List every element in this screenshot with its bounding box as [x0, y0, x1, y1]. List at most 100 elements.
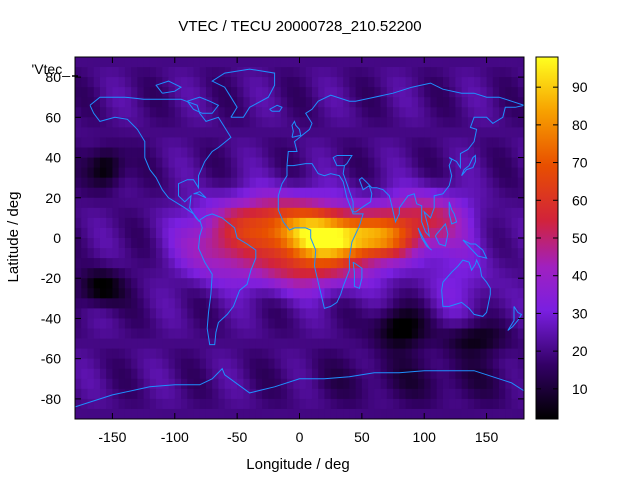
heatmap-cell: [368, 338, 375, 350]
heatmap-cell: [511, 378, 519, 390]
heatmap-cell: [430, 318, 438, 329]
heatmap-cell: [99, 87, 107, 98]
heatmap-cell: [374, 77, 381, 88]
heatmap-cell: [143, 147, 151, 158]
heatmap-cell: [380, 298, 388, 309]
heatmap-cell: [393, 278, 400, 289]
heatmap-cell: [417, 197, 425, 209]
heatmap-cell: [87, 107, 95, 118]
heatmap-cell: [330, 77, 338, 88]
heatmap-cell: [449, 348, 456, 360]
heatmap-cell: [461, 57, 469, 68]
heatmap-cell: [318, 268, 325, 279]
heatmap-cell: [311, 57, 319, 68]
heatmap-cell: [349, 167, 357, 179]
heatmap-cell: [324, 258, 332, 269]
heatmap-cell: [224, 318, 232, 329]
heatmap-cell: [87, 348, 95, 360]
heatmap-cell: [461, 127, 469, 138]
heatmap-cell: [212, 157, 219, 169]
heatmap-cell: [262, 57, 269, 68]
heatmap-cell: [299, 388, 307, 400]
heatmap-cell: [212, 57, 219, 68]
heatmap-cell: [474, 177, 481, 189]
heatmap-cell: [411, 187, 419, 199]
heatmap-cell: [230, 127, 238, 138]
heatmap-cell: [112, 207, 120, 219]
heatmap-cell: [212, 187, 219, 199]
heatmap-cell: [274, 167, 282, 179]
colorbar-tick-label: 20: [572, 343, 588, 359]
heatmap-cell: [212, 398, 219, 410]
heatmap-cell: [424, 187, 431, 199]
heatmap-cell: [243, 77, 251, 88]
heatmap-cell: [249, 398, 257, 410]
heatmap-cell: [106, 288, 113, 299]
heatmap-cell: [174, 388, 182, 400]
heatmap-cell: [99, 358, 107, 370]
heatmap-cell: [268, 97, 275, 108]
heatmap-cell: [436, 187, 444, 199]
heatmap-cell: [255, 308, 263, 319]
heatmap-cell: [299, 67, 307, 78]
heatmap-cell: [299, 197, 307, 209]
heatmap-cell: [230, 167, 238, 179]
heatmap-cell: [131, 378, 138, 390]
heatmap-cell: [411, 77, 419, 88]
heatmap-cell: [355, 398, 363, 410]
heatmap-cell: [124, 67, 132, 78]
heatmap-cell: [212, 127, 219, 138]
heatmap-cell: [87, 408, 95, 419]
heatmap-cell: [205, 408, 213, 419]
heatmap-cell: [455, 127, 463, 138]
heatmap-cell: [137, 318, 144, 329]
heatmap-cell: [124, 207, 132, 219]
heatmap-cell: [474, 258, 481, 269]
heatmap-cell: [361, 87, 369, 98]
heatmap-cell: [368, 227, 375, 239]
heatmap-cell: [81, 298, 88, 309]
heatmap-cell: [480, 328, 487, 339]
heatmap-cell: [411, 398, 419, 410]
heatmap-cell: [199, 127, 207, 138]
heatmap-cell: [349, 278, 357, 289]
heatmap-cell: [318, 258, 325, 269]
heatmap-cell: [243, 378, 251, 390]
heatmap-cell: [361, 388, 369, 400]
heatmap-cell: [131, 127, 138, 138]
heatmap-cell: [417, 378, 425, 390]
heatmap-cell: [118, 398, 126, 410]
heatmap-cell: [81, 408, 88, 419]
heatmap-cell: [287, 308, 294, 319]
heatmap-cell: [262, 117, 269, 128]
colorbar-tick-label: 90: [572, 79, 588, 95]
heatmap-cell: [137, 77, 144, 88]
heatmap-cell: [499, 147, 506, 158]
heatmap-cell: [137, 187, 144, 199]
heatmap-cell: [137, 258, 144, 269]
heatmap-cell: [124, 147, 132, 158]
heatmap-cell: [386, 147, 394, 158]
heatmap-cell: [87, 207, 95, 219]
heatmap-cell: [168, 368, 176, 380]
heatmap-cell: [393, 308, 400, 319]
heatmap-cell: [417, 177, 425, 189]
heatmap-cell: [436, 398, 444, 410]
heatmap-cell: [237, 57, 244, 68]
heatmap-cell: [124, 97, 132, 108]
heatmap-cell: [262, 107, 269, 118]
heatmap-cell: [505, 318, 512, 329]
heatmap-cell: [380, 348, 388, 360]
heatmap-cell: [455, 197, 463, 209]
heatmap-cell: [193, 348, 201, 360]
heatmap-cell: [430, 348, 438, 360]
x-tick-label: 50: [354, 429, 370, 445]
heatmap-cell: [262, 308, 269, 319]
heatmap-cell: [461, 67, 469, 78]
heatmap-cell: [124, 157, 132, 169]
heatmap-cell: [393, 388, 400, 400]
heatmap-cell: [268, 288, 275, 299]
heatmap-cell: [405, 328, 413, 339]
heatmap-cell: [255, 157, 263, 169]
